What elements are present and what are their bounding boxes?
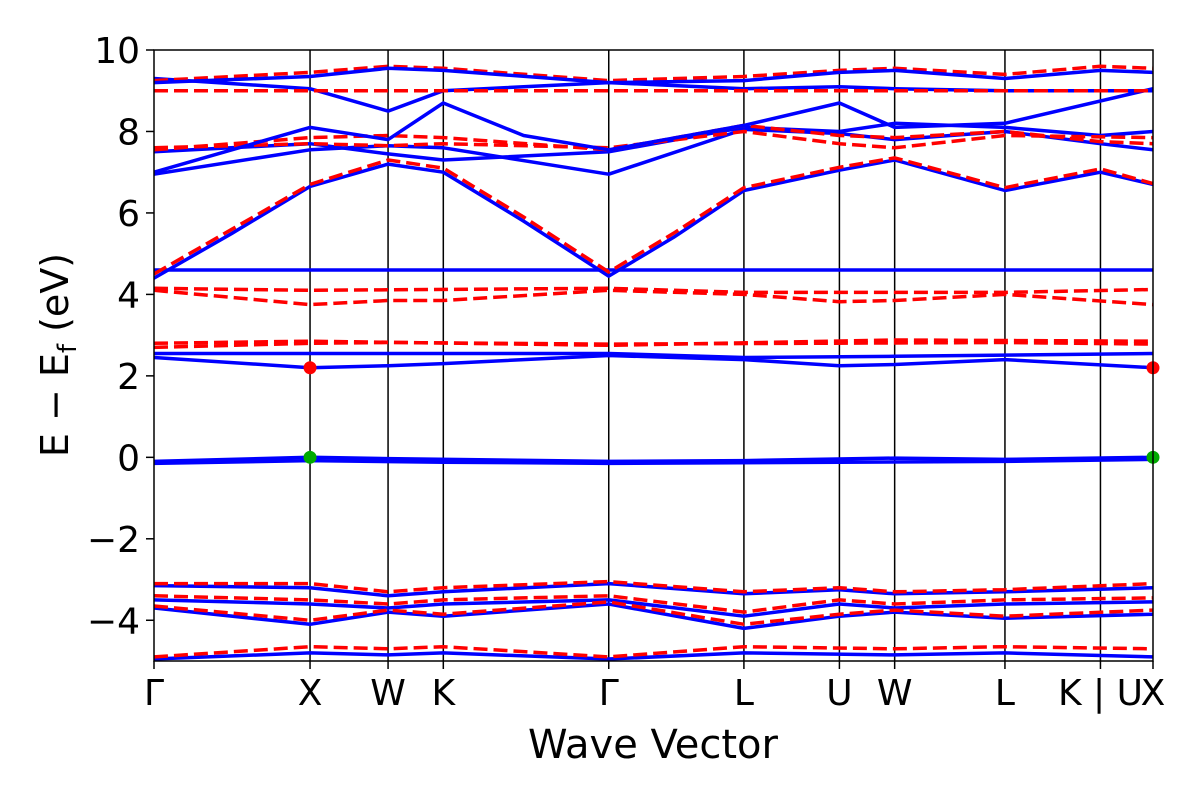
dashed-band-5 [154, 286, 1153, 295]
y-tick-label-7: −4 [87, 601, 140, 642]
y-tick-label-4: 2 [117, 357, 140, 398]
solid-band-24 [154, 602, 1153, 631]
band-lines [154, 64, 1153, 661]
band-edge-markers [303, 361, 1160, 464]
x-tick-label-3: K [432, 673, 457, 714]
x-tick-label-0: Γ [144, 673, 164, 714]
dashed-band-25 [154, 600, 1153, 627]
solid-band-12 [154, 121, 1153, 162]
x-tick-label-1: X [298, 673, 323, 714]
y-tick-label-0: 10 [94, 31, 140, 72]
dashed-band-6 [154, 288, 1153, 307]
dashed-band-10 [154, 156, 1153, 276]
x-tick-label-6: U [826, 673, 852, 714]
y-axis-title: E − Ef (eV) [33, 253, 83, 457]
solid-band-26 [154, 651, 1153, 661]
y-tick-label-1: 8 [117, 112, 140, 153]
solid-band-20 [154, 581, 1153, 598]
y-tick-label-3: 4 [117, 275, 140, 316]
x-tick-label-8: L [995, 673, 1015, 714]
solid-band-16 [154, 76, 1153, 113]
solid-band-19 [154, 66, 1153, 85]
y-tick-label-6: −2 [87, 520, 140, 561]
x-tick-label-2: W [370, 673, 406, 714]
dashed-band-23 [154, 594, 1153, 614]
solid-band-3 [154, 455, 1153, 464]
solid-band-2 [154, 353, 1153, 370]
y-tick-label-5: 0 [117, 438, 140, 479]
x-tick-label-5: L [734, 673, 754, 714]
solid-band-9 [154, 158, 1153, 280]
dashed-band-7 [154, 338, 1153, 348]
y-tick-label-2: 6 [117, 194, 140, 235]
x-axis-title: Wave Vector [528, 722, 779, 768]
solid-band-22 [154, 598, 1153, 618]
dashed-band-18 [154, 64, 1153, 83]
dashed-band-14 [154, 129, 1153, 150]
x-tick-label-4: Γ [599, 673, 619, 714]
dashed-band-27 [154, 644, 1153, 659]
band-edge-marker-0 [303, 361, 317, 375]
x-tick-label-9: K | U [1058, 673, 1143, 714]
dashed-band-8 [154, 340, 1153, 350]
y-axis-ticks: 10 8 6 4 2 0 −2 −4 [87, 31, 154, 642]
x-tick-label-7: W [877, 673, 913, 714]
x-tick-label-10: X [1141, 673, 1166, 714]
band-edge-marker-2 [303, 450, 317, 464]
dashed-band-21 [154, 579, 1153, 594]
plot-frame [153, 49, 1154, 662]
solid-band-15 [154, 86, 1153, 174]
solid-band-1 [154, 351, 1153, 360]
